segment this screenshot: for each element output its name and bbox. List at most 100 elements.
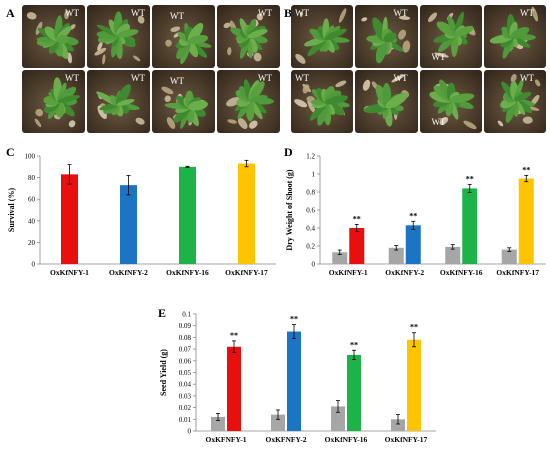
panel-label-c: C	[6, 145, 15, 159]
bar	[332, 252, 348, 264]
significance-mark: **	[466, 174, 474, 183]
y-tick-label: 1.2	[306, 153, 315, 161]
plant-pot: WT	[483, 70, 546, 133]
plant-pot: WT	[22, 5, 85, 68]
bar	[120, 185, 137, 264]
y-tick-label: 0.01	[179, 416, 192, 424]
wt-label: WT	[170, 76, 184, 86]
bar	[405, 225, 421, 264]
significance-mark: **	[353, 214, 361, 223]
x-tick-label: OxKfNFY-16	[440, 268, 483, 277]
y-tick-label: 80	[28, 174, 36, 182]
plant-rosette-image	[26, 10, 79, 64]
y-tick-label: 40	[28, 217, 36, 225]
bar	[331, 406, 345, 431]
significance-mark: **	[230, 331, 238, 340]
plant-rosette-image	[223, 13, 268, 62]
significance-mark: **	[410, 323, 418, 332]
plant-pot: WT	[483, 5, 546, 68]
x-tick-label: OxKFNFY-1	[206, 435, 247, 444]
plant-rosette-image	[295, 8, 350, 64]
y-tick-label: 0.2	[306, 243, 315, 251]
y-tick-label: 0.08	[179, 334, 192, 342]
y-tick-label: 1	[312, 171, 316, 179]
bar	[179, 166, 196, 264]
y-tick-label: 0.02	[179, 404, 192, 412]
plant-pot: WT	[355, 5, 418, 68]
y-tick-label: 0	[188, 428, 192, 436]
photo-panel-b: WT WT WT WT WT WT WT WT	[291, 5, 546, 133]
y-tick-label: 0.09	[179, 322, 192, 330]
plant-rosette-image	[363, 74, 410, 127]
y-tick-label: 0	[312, 261, 316, 269]
bar	[349, 228, 365, 264]
wt-label: WT	[170, 11, 184, 21]
y-axis-label: Dry Weight of Shoot (g)	[285, 169, 294, 251]
wt-label: WT	[131, 73, 145, 83]
panel-label-e: E	[158, 306, 167, 320]
plant-rosette-image	[34, 77, 80, 128]
panel-label-d: D	[284, 145, 293, 159]
bar	[445, 246, 461, 264]
bar	[347, 354, 361, 431]
y-tick-label: 0.05	[179, 369, 192, 377]
x-tick-label: OxKfNFY-17	[385, 435, 428, 444]
x-tick-label: OxKFNFY-2	[266, 435, 307, 444]
y-tick-label: 0.04	[179, 381, 192, 389]
plant-pot: WT	[291, 5, 354, 68]
plant-pot: WT	[87, 70, 150, 133]
plant-pot: WT	[217, 70, 280, 133]
y-tick-label: 0.4	[306, 225, 315, 233]
chart-seed-yield: 0 0.01 0.02 0.03 0.04 0.05 0.06 0.07 0.08 0.09 0.1…	[159, 311, 436, 444]
wt-label: WT	[131, 8, 145, 18]
wt-label: WT	[431, 52, 446, 62]
chart-dry-weight: 0 0.2 0.4 0.6 0.8 1 1.2 Dry Weight of Shoot (g)…	[285, 153, 546, 277]
plant-pot: WT	[152, 5, 215, 68]
y-axis-label: Survival (%)	[7, 188, 16, 233]
wt-label: WT	[393, 8, 408, 18]
plant-rosette-image	[161, 86, 208, 129]
bar	[287, 331, 301, 431]
plant-pot: WT	[22, 70, 85, 133]
plant-rosette-image	[94, 11, 145, 65]
wt-label: WT	[65, 8, 79, 18]
plant-rosette-image	[427, 11, 475, 58]
bar	[238, 163, 255, 264]
bar	[271, 414, 285, 431]
y-tick-label: 0	[32, 261, 36, 269]
y-tick-label: 60	[28, 196, 36, 204]
significance-mark: **	[409, 211, 417, 220]
plant-pot: WT	[87, 5, 150, 68]
plant-rosette-image	[165, 22, 212, 65]
y-tick-label: 0.06	[179, 357, 192, 365]
wt-label: WT	[295, 73, 309, 83]
y-tick-label: 100	[25, 153, 36, 161]
bar	[462, 188, 478, 264]
x-tick-label: OxKfNFY-16	[325, 435, 368, 444]
y-tick-label: 20	[28, 239, 36, 247]
plant-rosette-image	[294, 80, 350, 126]
plant-rosette-image	[497, 73, 541, 127]
bar	[227, 346, 241, 431]
panel-label-a: A	[6, 6, 15, 20]
bar	[518, 178, 534, 264]
wt-label: WT	[65, 73, 79, 83]
x-tick-label: OxKfNFY-17	[496, 268, 539, 277]
y-axis-label: Seed Yield (g)	[159, 349, 168, 396]
chart-survival: 0 20 40 60 80 100 Survival (%) OxKfNFY-1 OxKfNFY…	[7, 153, 276, 277]
wt-label: WT	[295, 8, 309, 18]
significance-mark: **	[522, 165, 530, 174]
wt-label: WT	[258, 73, 272, 83]
bar	[211, 416, 225, 431]
bar	[501, 249, 517, 264]
y-tick-label: 0.6	[306, 207, 315, 215]
plant-pot: WT	[355, 70, 418, 133]
plant-pot: WT	[152, 70, 215, 133]
x-tick-label: OxKfNFY-1	[50, 268, 89, 277]
y-tick-label: 0.03	[179, 392, 192, 400]
x-tick-label: OxKfNFY-1	[329, 268, 368, 277]
plant-rosette-image	[489, 6, 538, 59]
wt-label: WT	[520, 73, 534, 83]
wt-label: WT	[393, 73, 408, 83]
y-tick-label: 0.8	[306, 189, 315, 197]
